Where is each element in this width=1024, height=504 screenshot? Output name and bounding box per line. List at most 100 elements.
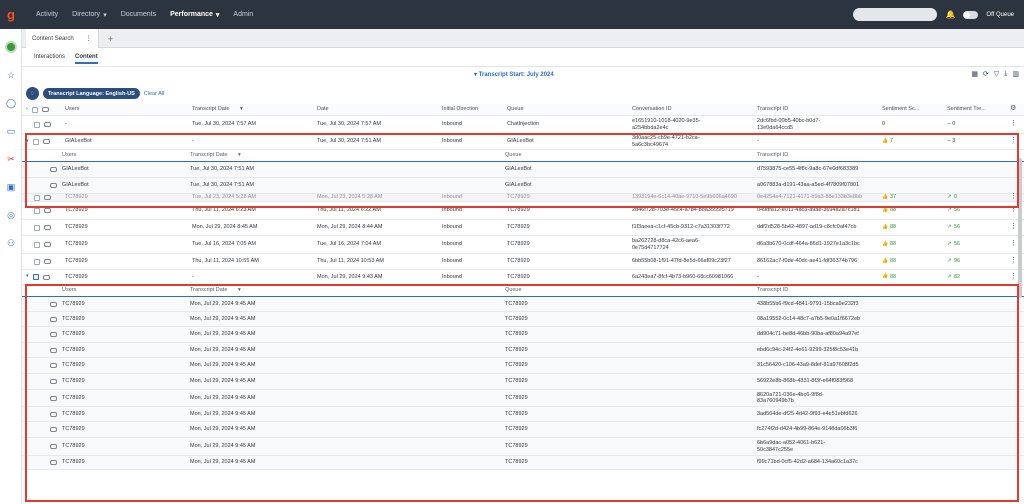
row-checkbox[interactable] xyxy=(34,207,40,214)
chat-icon[interactable]: ◯ xyxy=(5,97,17,108)
transcript-row[interactable]: TC78929 Mon, Jul 29, 2024 9:45 AM TC78929 0… xyxy=(22,312,1024,327)
tab-content-search[interactable]: Content Search ⋮ xyxy=(26,29,99,48)
table-row[interactable]: TC78929 Tue, Jul 16, 2024 7:05 AM Tue, Jul… xyxy=(22,236,1024,254)
chat-bubble-icon xyxy=(50,379,57,384)
calendar-icon[interactable]: ▦ xyxy=(971,71,978,78)
row-checkbox[interactable] xyxy=(34,258,40,265)
row-checkbox[interactable] xyxy=(34,121,40,128)
row-checkbox[interactable] xyxy=(32,138,39,145)
nav-item-documents[interactable]: Documents xyxy=(121,11,156,19)
row-controls: ▾ xyxy=(26,270,50,284)
cell-transcript-date: Mon, Jul 29, 2024 9:45 AM xyxy=(190,443,256,450)
cell-transcript-id: a067883a-d191-43aa-a5ed-4f7809f07801 xyxy=(757,182,860,189)
row-checkbox[interactable] xyxy=(34,241,40,248)
cell-conversation-id: 3d0aac25-cb9e-4721-b2ca- 5a6c3bc49674 xyxy=(632,135,700,148)
nav-item-directory[interactable]: Directory ▾ xyxy=(72,11,107,19)
transcript-row[interactable]: GIALexBot Tue, Jul 30, 2024 7:51 AM GIALex… xyxy=(22,162,1024,178)
add-tab-button[interactable]: + xyxy=(107,33,114,44)
chevron-down-icon[interactable]: ▾ xyxy=(26,273,29,280)
period-selector[interactable]: ▾ Transcript Start: July 2024 xyxy=(474,72,554,78)
columns-icon[interactable]: ▥ xyxy=(1012,71,1019,78)
genesys-logo[interactable]: g xyxy=(7,7,15,22)
table-row[interactable]: - Tue, Jul 30, 2024 7:57 AM Tue, Jul 30, 2… xyxy=(22,116,1024,134)
cell-queue: TC78929 xyxy=(505,443,528,450)
table-row[interactable]: TC78929 Thu, Jul 11, 2024 10:55 AM Thu, Ju… xyxy=(22,254,1024,270)
clear-all-link[interactable]: Clear All xyxy=(143,90,165,97)
refresh-icon[interactable]: ⟳ xyxy=(983,71,989,78)
row-menu-icon[interactable]: ⋮ xyxy=(1010,240,1017,248)
cell-transcript-date: Thu, Jul 11, 2024 6:23 AM xyxy=(192,207,256,214)
settings-gear-icon[interactable]: ⚙ xyxy=(1010,105,1017,113)
chat-bubble-icon xyxy=(50,347,57,353)
row-menu-icon[interactable]: ⋮ xyxy=(1010,223,1017,231)
row-checkbox[interactable] xyxy=(34,224,40,231)
support-icon[interactable]: ◎ xyxy=(7,209,15,220)
chevron-right-icon[interactable]: › xyxy=(26,105,28,112)
row-controls: › xyxy=(26,104,49,115)
table-row[interactable]: TC78929 Tue, Jul 23, 2024 5:28 AM Mon, Jul… xyxy=(22,193,1024,202)
cell-transcript-date: Mon, Jul 29, 2024 9:45 AM xyxy=(190,378,256,385)
row-checkbox[interactable] xyxy=(32,274,39,280)
chevron-down-icon[interactable]: ▾ xyxy=(26,137,29,144)
transcript-row[interactable]: TC78929 Mon, Jul 29, 2024 9:45 AM TC78929 5… xyxy=(22,374,1024,390)
column-header: Transcript Date xyxy=(192,106,230,113)
sort-down-icon[interactable]: ▾ xyxy=(238,152,241,159)
transcript-row[interactable]: TC78929 Mon, Jul 29, 2024 9:45 AM TC78929 3… xyxy=(22,407,1024,422)
transcript-row[interactable]: TC78929 Mon, Jul 29, 2024 9:45 AM TC78929 f… xyxy=(22,456,1024,470)
cell-date: Thu, Jul 11, 2024 6:22 AM xyxy=(317,207,381,214)
vertical-scrollbar[interactable] xyxy=(1018,158,1022,298)
row-checkbox[interactable] xyxy=(31,106,38,113)
global-search-input[interactable] xyxy=(853,8,938,21)
video-icon[interactable]: ▭ xyxy=(6,125,16,136)
tab-content[interactable]: Content xyxy=(75,54,98,64)
transcript-row[interactable]: GIALexBot Tue, Jul 30, 2024 7:51 AM GIALex… xyxy=(22,178,1024,194)
transcript-row[interactable]: TC78929 Mon, Jul 29, 2024 9:45 AM TC78929 6… xyxy=(22,438,1024,456)
nav-item-performance[interactable]: Performance ▾ xyxy=(170,11,219,19)
transcript-row[interactable]: TC78929 Mon, Jul 29, 2024 9:45 AM TC78929 8… xyxy=(22,390,1024,407)
tab-interactions[interactable]: Interactions xyxy=(34,54,66,60)
nav-item-activity[interactable]: Activity xyxy=(36,11,58,19)
transcript-row[interactable]: TC78929 Mon, Jul 29, 2024 9:45 AM TC78929 3… xyxy=(22,358,1024,374)
filter-icon[interactable]: ▽ xyxy=(993,71,1000,78)
top-navigation-bar: g Activity Directory ▾ Documents Performance… xyxy=(0,0,1024,29)
queue-toggle[interactable] xyxy=(963,10,979,19)
sort-down-icon[interactable]: ▾ xyxy=(238,287,241,294)
transcript-row[interactable]: TC78929 Mon, Jul 29, 2024 9:45 AM TC78929 4… xyxy=(22,297,1024,312)
row-menu-icon[interactable]: ⋮ xyxy=(1010,272,1017,280)
cell-conversation-id: 2d46f72b-703e-45c4-a7b4-b8a3555f5719 xyxy=(632,207,734,214)
people-icon[interactable]: ⚇ xyxy=(6,237,16,248)
transcript-row[interactable]: TC78929 Mon, Jul 29, 2024 9:45 AM TC78929 d… xyxy=(22,327,1024,343)
avatar[interactable] xyxy=(0,37,22,57)
bell-icon[interactable]: 🔔 xyxy=(945,10,956,19)
row-menu-icon[interactable]: ⋮ xyxy=(1010,257,1017,265)
chat-bubble-icon xyxy=(50,444,57,449)
row-menu-icon[interactable]: ⋮ xyxy=(1010,193,1017,201)
row-menu-icon[interactable]: ⋮ xyxy=(1010,120,1017,128)
row-menu-icon[interactable]: ⋮ xyxy=(1010,206,1017,214)
row-checkbox[interactable] xyxy=(34,194,40,201)
table-row[interactable]: ▾ TC78929 - Mon, Jul 29, 2024 9:43 AM Inboun… xyxy=(22,270,1024,285)
column-header: Conversation ID xyxy=(632,106,672,113)
tab-menu-icon[interactable]: ⋮ xyxy=(85,36,92,42)
column-header: Sentiment Tre... xyxy=(947,106,986,113)
inbox-icon[interactable]: ▣ xyxy=(6,181,16,192)
table-row[interactable]: ▾ GIALexBot - Tue, Jul 30, 2024 7:51 AM Inbo… xyxy=(22,134,1024,150)
transcript-row[interactable]: TC78929 Mon, Jul 29, 2024 9:45 AM TC78929 f… xyxy=(22,422,1024,438)
sort-down-icon[interactable]: ▾ xyxy=(240,106,243,113)
chat-bubble-icon[interactable]: ◌ xyxy=(26,87,39,100)
cell-queue: TC78929 xyxy=(505,331,528,338)
cell-user: TC78929 xyxy=(65,207,88,214)
row-menu-icon[interactable]: ⋮ xyxy=(1010,137,1017,145)
cell-transcript-id: - xyxy=(757,273,759,280)
scissors-icon[interactable]: ✂ xyxy=(7,153,15,164)
transcript-row[interactable]: TC78929 Mon, Jul 29, 2024 9:45 AM TC78929 e… xyxy=(22,343,1024,358)
table-row[interactable]: TC78929 Mon, Jul 29, 2024 8:45 AM Mon, Jul… xyxy=(22,220,1024,236)
nav-item-admin[interactable]: Admin xyxy=(233,11,253,19)
download-icon[interactable]: ⤓ xyxy=(1004,70,1008,77)
star-icon[interactable]: ☆ xyxy=(6,69,16,80)
filter-chip[interactable]: Transcript Language: English-US xyxy=(43,88,140,99)
thumbs-up-icon: 👍 xyxy=(882,223,889,230)
queue-toggle-label: Off Queue xyxy=(986,11,1014,18)
thumbs-up-icon: 👍 xyxy=(882,137,889,144)
table-row[interactable]: TC78929 Thu, Jul 11, 2024 6:23 AM Thu, Jul… xyxy=(22,202,1024,220)
